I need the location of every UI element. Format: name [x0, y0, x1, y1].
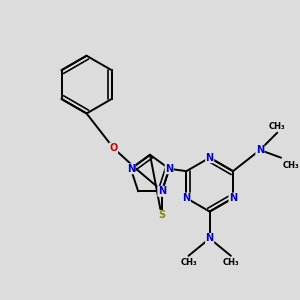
Text: CH₃: CH₃	[283, 160, 300, 169]
Text: N: N	[158, 186, 166, 196]
Text: N: N	[127, 164, 135, 174]
Text: CH₃: CH₃	[223, 258, 239, 267]
Text: N: N	[229, 193, 237, 203]
Text: CH₃: CH₃	[180, 258, 197, 267]
Text: N: N	[206, 153, 214, 163]
Text: O: O	[110, 143, 118, 153]
Text: N: N	[206, 233, 214, 244]
Text: N: N	[165, 164, 173, 174]
Text: N: N	[256, 145, 264, 155]
Text: CH₃: CH₃	[269, 122, 286, 131]
Text: N: N	[182, 193, 190, 203]
Text: S: S	[158, 210, 165, 220]
